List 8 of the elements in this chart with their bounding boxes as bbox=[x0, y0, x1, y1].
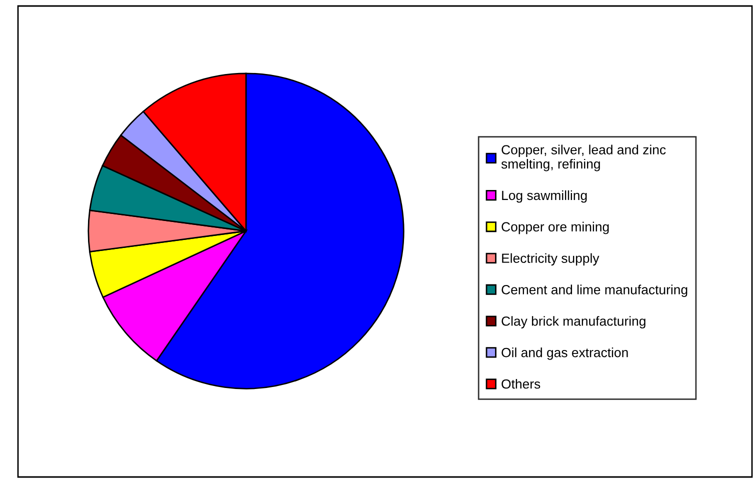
legend-label: Copper ore mining bbox=[502, 222, 609, 234]
legend-label: Log sawmilling bbox=[502, 190, 587, 203]
legend-label: Cement and lime manufacturing bbox=[502, 284, 688, 297]
legend-label: Oil and gas extraction bbox=[502, 348, 628, 360]
legend-label: Others bbox=[502, 378, 540, 389]
legend-label: Copper, silver, lead and zinc smelting, refining bbox=[501, 144, 666, 172]
legend-label: Clay brick manufacturing bbox=[502, 316, 646, 328]
legend-label: Electricity supply bbox=[502, 253, 600, 266]
